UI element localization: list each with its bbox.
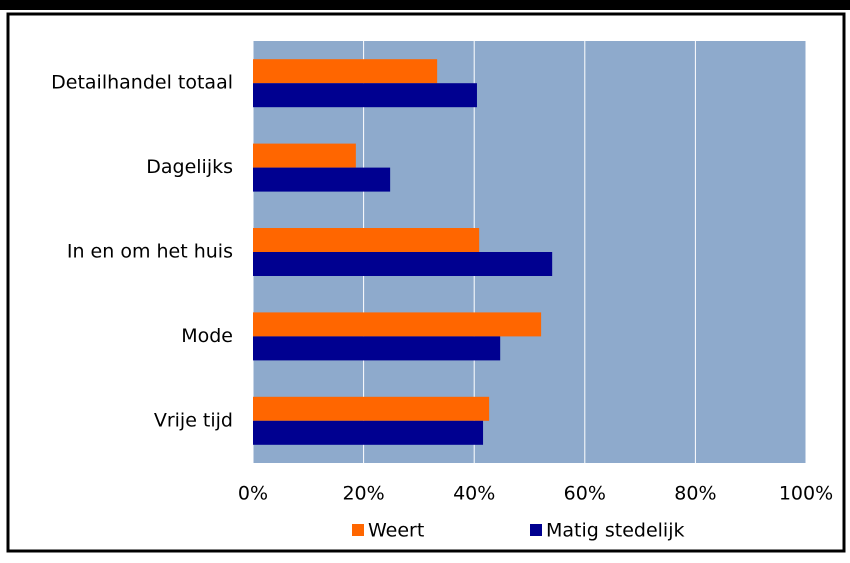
legend-label: Matig stedelijk [546,520,685,542]
x-tick-label: 0% [238,483,268,505]
x-tick-label: 80% [674,483,716,505]
bar [253,312,542,337]
x-tick-label: 100% [779,483,833,505]
bar [253,167,391,192]
bar [253,252,553,276]
y-tick-label: Dagelijks [146,156,233,178]
bar [253,59,438,84]
x-tick-label: 60% [564,483,606,505]
x-tick-label: 20% [342,483,384,505]
bar [253,228,480,252]
bar [253,143,356,168]
legend-swatch [530,524,542,536]
bar [253,83,477,108]
bar [253,396,490,421]
legend-swatch [352,524,364,536]
y-tick-label: Vrije tijd [154,409,233,431]
y-tick-label: Detailhandel totaal [51,72,233,94]
x-tick-label: 40% [453,483,495,505]
cropped-title-band [0,0,850,10]
bar [253,336,501,361]
legend-label: Weert [368,520,424,542]
y-tick-label: In en om het huis [67,241,233,263]
bar [253,420,484,445]
y-tick-label: Mode [181,325,233,347]
